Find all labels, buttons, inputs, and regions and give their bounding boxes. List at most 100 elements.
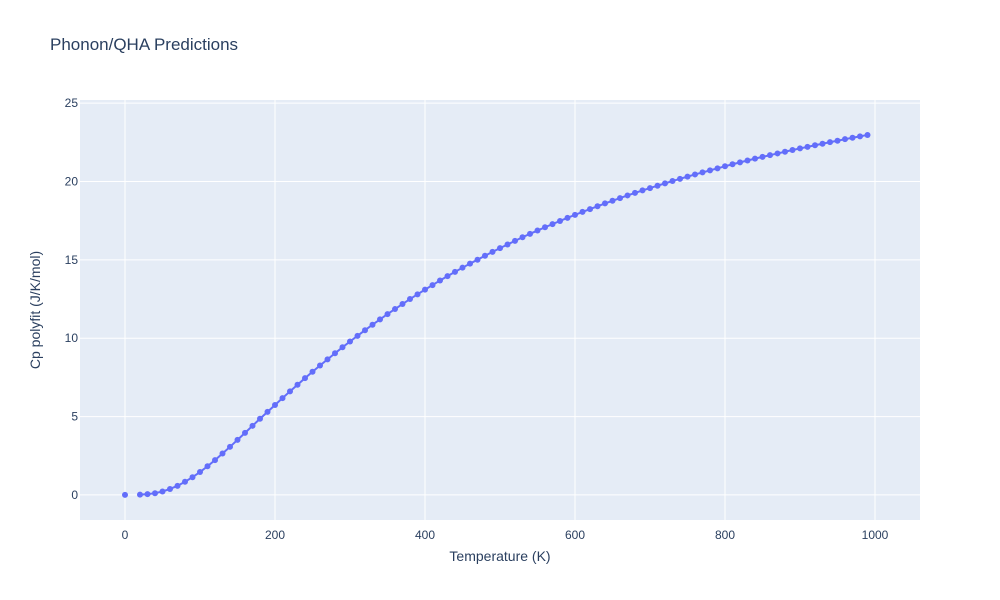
data-point <box>624 192 631 199</box>
data-point <box>782 148 788 155</box>
data-point <box>294 381 301 388</box>
data-point <box>504 241 511 248</box>
data-point <box>287 388 293 395</box>
data-point <box>257 415 263 422</box>
y-tick-label: 10 <box>65 331 79 345</box>
y-tick-label: 5 <box>71 410 78 424</box>
data-point <box>827 139 833 146</box>
data-point <box>519 234 526 241</box>
data-point <box>309 368 316 375</box>
data-point <box>654 182 661 189</box>
data-point <box>797 145 803 152</box>
data-point <box>602 200 608 207</box>
data-point <box>482 252 488 259</box>
data-point <box>767 152 773 159</box>
data-point <box>534 227 541 234</box>
data-point <box>722 163 728 170</box>
data-point <box>182 478 188 485</box>
data-point <box>347 338 353 345</box>
y-axis-title: Cp polyfit (J/K/mol) <box>27 251 43 369</box>
data-point <box>677 175 683 182</box>
data-point <box>459 264 466 271</box>
data-point <box>542 224 548 231</box>
data-point <box>407 296 413 303</box>
data-point <box>639 187 646 194</box>
chart-title: Phonon/QHA Predictions <box>50 35 238 54</box>
data-point <box>759 153 766 160</box>
plot-area <box>80 100 920 520</box>
data-point <box>152 490 158 497</box>
data-point <box>324 356 331 363</box>
data-point <box>339 344 346 351</box>
data-point <box>632 189 638 196</box>
data-point <box>489 248 496 255</box>
x-tick-label: 400 <box>415 528 435 542</box>
data-point <box>467 260 473 267</box>
data-point <box>692 171 698 178</box>
data-point <box>444 273 451 280</box>
data-point <box>204 463 211 470</box>
x-tick-label: 200 <box>265 528 285 542</box>
data-point <box>369 321 376 328</box>
data-point <box>414 291 421 298</box>
data-point <box>219 450 226 457</box>
series <box>122 131 871 498</box>
data-point <box>617 195 623 202</box>
data-point <box>834 137 841 144</box>
data-point <box>227 443 233 450</box>
data-point <box>579 208 586 215</box>
data-point <box>362 327 368 334</box>
data-point <box>842 136 848 143</box>
data-point <box>167 485 173 492</box>
y-tick-label: 15 <box>65 253 79 267</box>
data-point <box>572 211 578 218</box>
data-point <box>684 173 691 180</box>
data-point <box>399 301 406 308</box>
data-point <box>377 316 383 323</box>
data-point <box>242 429 248 436</box>
tick-labels: 0 200 400 600 800 1000 0 5 10 15 20 25 <box>65 96 889 542</box>
x-tick-label: 800 <box>715 528 735 542</box>
data-point <box>429 282 436 289</box>
data-point <box>864 131 871 138</box>
data-point <box>527 230 533 237</box>
data-point <box>699 169 706 176</box>
x-tick-label: 0 <box>122 528 129 542</box>
data-point <box>144 491 151 498</box>
data-point <box>474 256 481 263</box>
data-point <box>422 286 428 293</box>
data-point <box>317 362 323 369</box>
y-tick-label: 0 <box>71 488 78 502</box>
y-tick-label: 25 <box>65 96 79 110</box>
data-point <box>354 332 361 339</box>
data-point <box>197 469 203 476</box>
data-point <box>137 491 143 498</box>
data-point <box>384 311 391 318</box>
x-axis-title: Temperature (K) <box>449 548 550 564</box>
data-point <box>804 143 811 150</box>
data-point <box>789 146 796 153</box>
data-point <box>714 165 721 172</box>
data-point <box>549 221 556 228</box>
data-point <box>212 457 218 464</box>
data-point <box>332 350 338 357</box>
x-tick-label: 1000 <box>862 528 889 542</box>
data-point <box>234 436 241 443</box>
data-point <box>737 159 743 166</box>
x-tick-label: 600 <box>565 528 585 542</box>
data-point <box>272 401 278 408</box>
data-point <box>189 474 196 481</box>
data-point <box>264 408 271 415</box>
data-point <box>812 142 818 149</box>
data-point <box>594 203 601 210</box>
data-point <box>557 217 563 224</box>
data-point <box>174 482 181 489</box>
data-point <box>512 237 518 244</box>
data-point <box>122 491 128 498</box>
data-point <box>647 185 653 192</box>
data-point <box>744 157 751 164</box>
grid <box>80 100 920 520</box>
data-point <box>857 133 863 140</box>
data-point <box>392 306 398 313</box>
